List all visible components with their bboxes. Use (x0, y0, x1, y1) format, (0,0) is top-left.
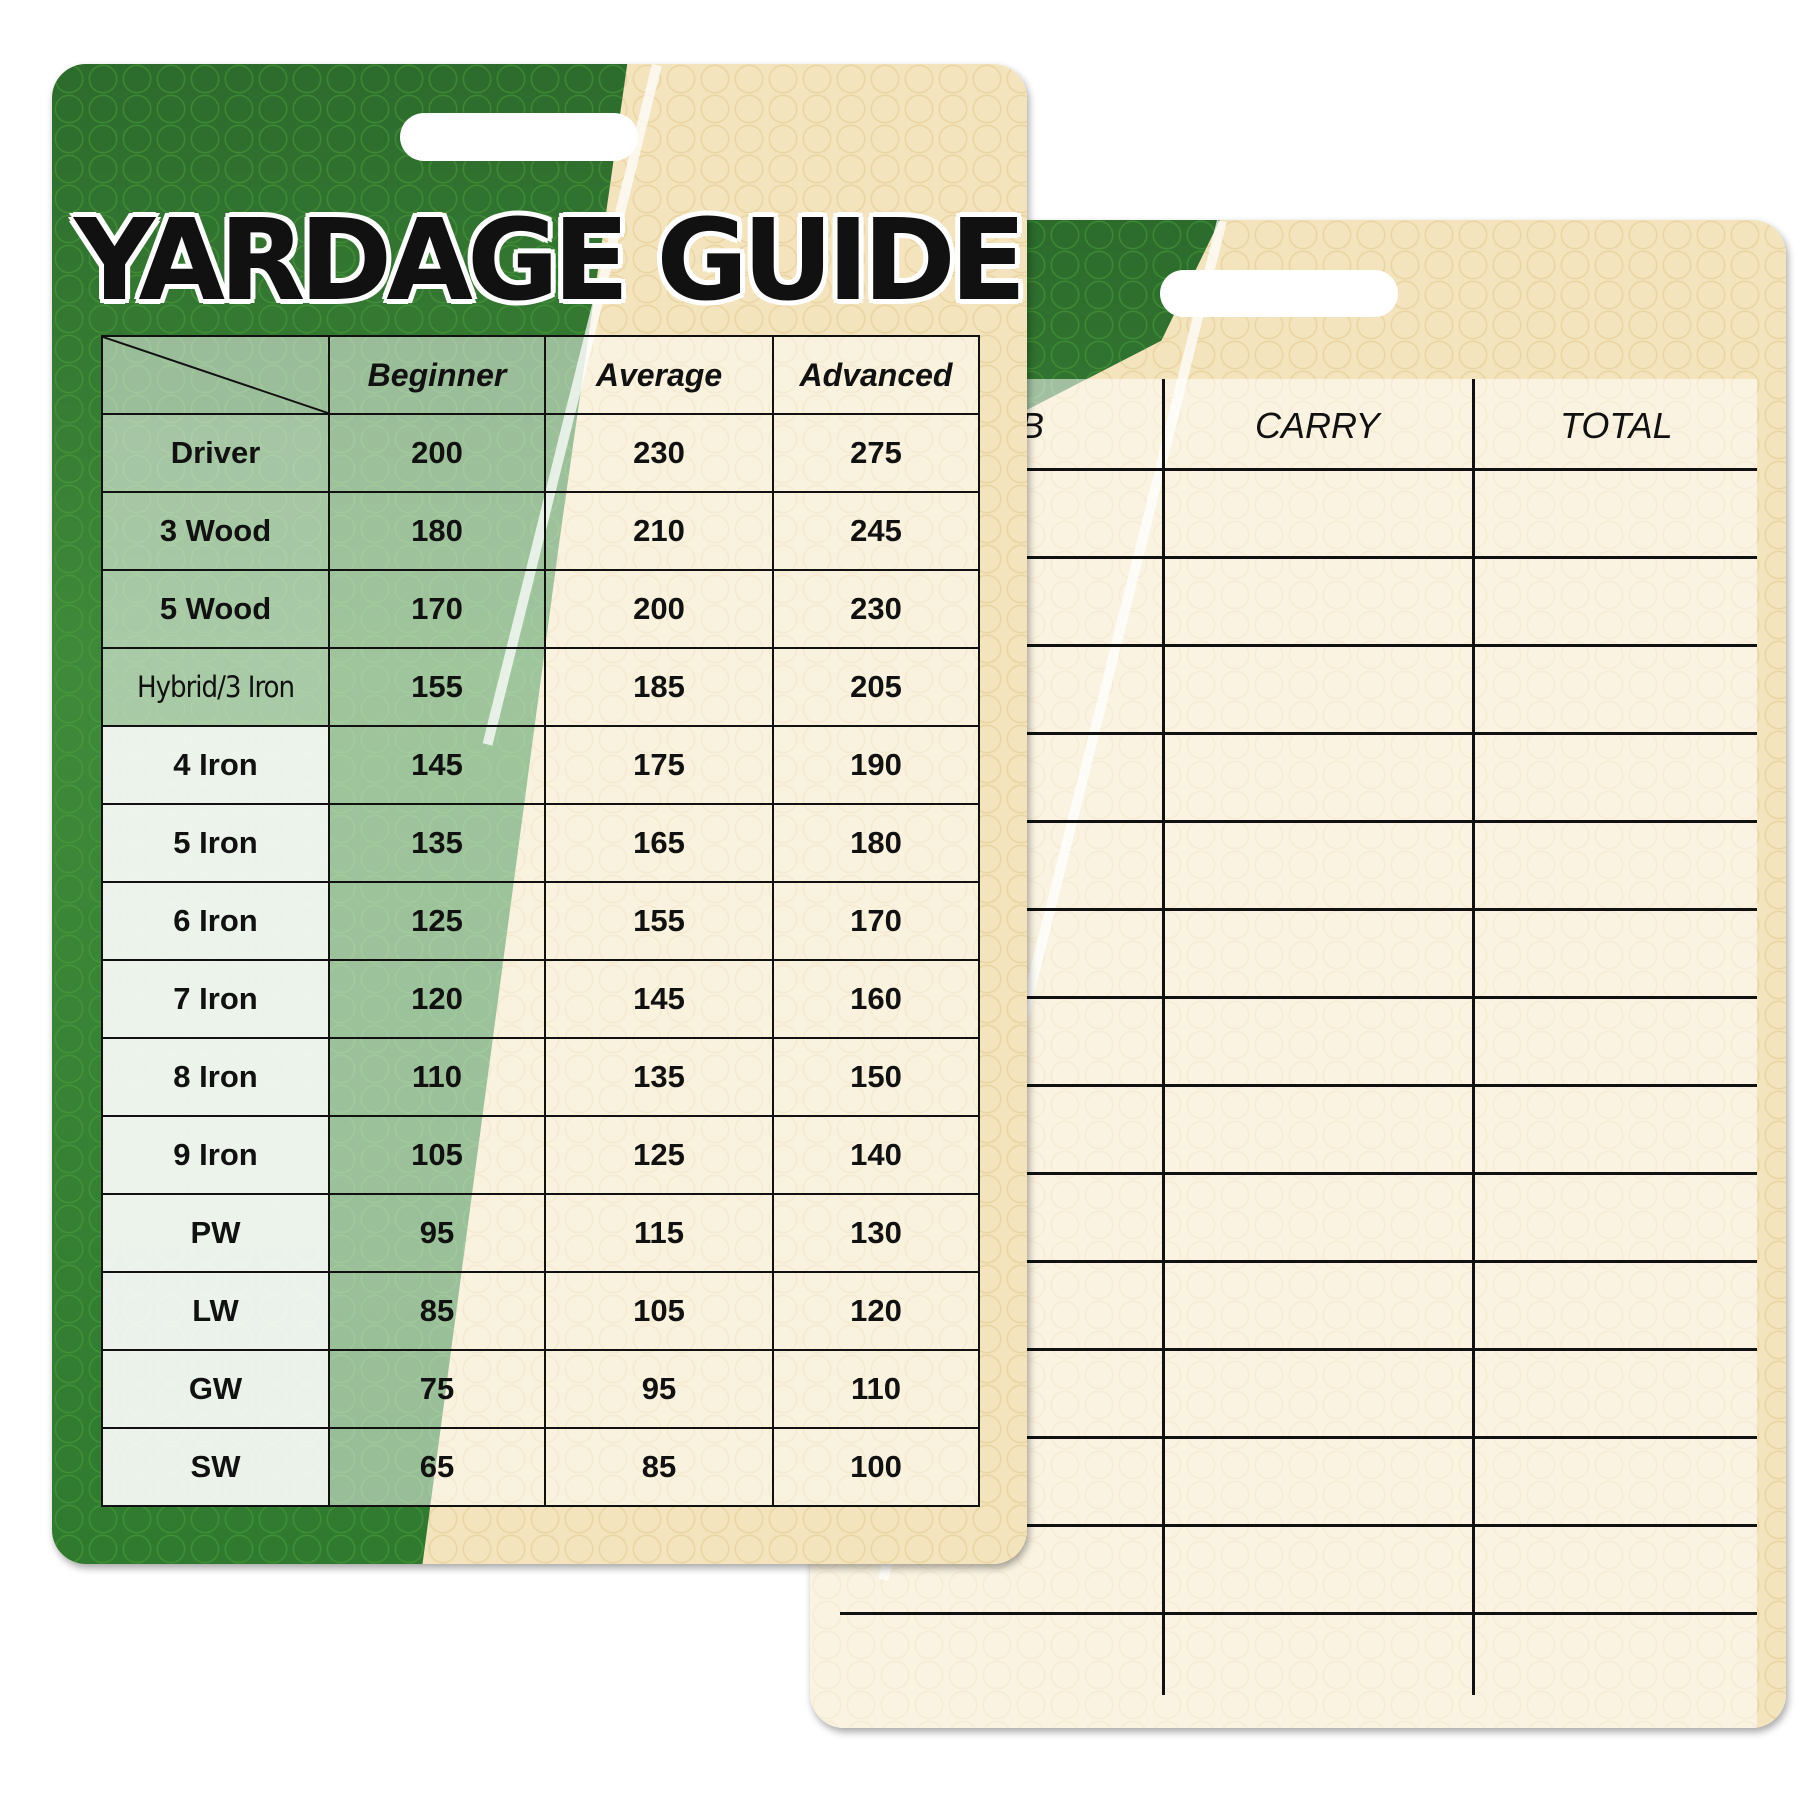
lanyard-slot (400, 113, 638, 161)
advanced-cell: 230 (772, 569, 980, 649)
table-row: GW 75 95 110 (101, 1349, 980, 1429)
club-cell: 3 Wood (101, 491, 330, 571)
club-cell: 9 Iron (101, 1115, 330, 1195)
beginner-cell: 200 (328, 413, 546, 493)
row-line (840, 820, 1757, 823)
table-row: LW 85 105 120 (101, 1271, 980, 1351)
header-average: Average (544, 335, 774, 415)
table-row: 6 Iron 125 155 170 (101, 881, 980, 961)
table-row: 3 Wood 180 210 245 (101, 491, 980, 571)
table-row: Hybrid/3 Iron 155 185 205 (101, 647, 980, 727)
lanyard-slot (1160, 270, 1398, 317)
row-line (840, 468, 1757, 471)
average-cell: 145 (544, 959, 774, 1039)
club-cell: 7 Iron (101, 959, 330, 1039)
club-cell: SW (101, 1427, 330, 1507)
average-cell: 200 (544, 569, 774, 649)
table-row: 9 Iron 105 125 140 (101, 1115, 980, 1195)
club-cell: 5 Wood (101, 569, 330, 649)
beginner-cell: 135 (328, 803, 546, 883)
club-cell: Hybrid/3 Iron (101, 647, 330, 727)
club-cell: PW (101, 1193, 330, 1273)
advanced-cell: 190 (772, 725, 980, 805)
row-line (840, 1612, 1757, 1615)
average-cell: 135 (544, 1037, 774, 1117)
average-cell: 165 (544, 803, 774, 883)
beginner-cell: 125 (328, 881, 546, 961)
beginner-cell: 75 (328, 1349, 546, 1429)
advanced-cell: 205 (772, 647, 980, 727)
row-line (840, 1084, 1757, 1087)
table-header-row: Beginner Average Advanced (101, 335, 980, 415)
card-title: YARDAGE GUIDE (74, 196, 1026, 326)
row-line (840, 556, 1757, 559)
club-cell: 4 Iron (101, 725, 330, 805)
header-total: TOTAL (1560, 405, 1673, 446)
average-cell: 210 (544, 491, 774, 571)
row-line (840, 644, 1757, 647)
advanced-cell: 160 (772, 959, 980, 1039)
header-carry: CARRY (1255, 405, 1380, 446)
table-row: 8 Iron 110 135 150 (101, 1037, 980, 1117)
average-cell: 230 (544, 413, 774, 493)
club-cell: 5 Iron (101, 803, 330, 883)
advanced-cell: 150 (772, 1037, 980, 1117)
row-line (840, 1348, 1757, 1351)
beginner-cell: 110 (328, 1037, 546, 1117)
table-row: 4 Iron 145 175 190 (101, 725, 980, 805)
beginner-cell: 180 (328, 491, 546, 571)
club-cell: Driver (101, 413, 330, 493)
beginner-cell: 85 (328, 1271, 546, 1351)
beginner-cell: 95 (328, 1193, 546, 1273)
average-cell: 125 (544, 1115, 774, 1195)
row-line (840, 732, 1757, 735)
club-cell: 8 Iron (101, 1037, 330, 1117)
row-line (840, 1524, 1757, 1527)
header-beginner: Beginner (328, 335, 546, 415)
average-cell: 155 (544, 881, 774, 961)
average-cell: 115 (544, 1193, 774, 1273)
beginner-cell: 105 (328, 1115, 546, 1195)
header-advanced: Advanced (772, 335, 980, 415)
average-cell: 185 (544, 647, 774, 727)
row-line (840, 1436, 1757, 1439)
column-divider (1162, 379, 1165, 1695)
beginner-cell: 145 (328, 725, 546, 805)
club-cell: LW (101, 1271, 330, 1351)
row-line (840, 996, 1757, 999)
table-row: Driver 200 230 275 (101, 413, 980, 493)
corner-cell (101, 335, 330, 415)
table-row: 5 Wood 170 200 230 (101, 569, 980, 649)
advanced-cell: 130 (772, 1193, 980, 1273)
beginner-cell: 170 (328, 569, 546, 649)
column-divider (1472, 379, 1475, 1695)
advanced-cell: 245 (772, 491, 980, 571)
beginner-cell: 120 (328, 959, 546, 1039)
front-card: YARDAGE GUIDE Beginner Average Advanced … (52, 64, 1027, 1564)
advanced-cell: 170 (772, 881, 980, 961)
yardage-table: Beginner Average Advanced Driver 200 230 27… (101, 335, 980, 1507)
row-line (840, 1260, 1757, 1263)
table-row: PW 95 115 130 (101, 1193, 980, 1273)
beginner-cell: 65 (328, 1427, 546, 1507)
table-row: 7 Iron 120 145 160 (101, 959, 980, 1039)
row-line (840, 1172, 1757, 1175)
average-cell: 175 (544, 725, 774, 805)
advanced-cell: 120 (772, 1271, 980, 1351)
table-row: 5 Iron 135 165 180 (101, 803, 980, 883)
advanced-cell: 110 (772, 1349, 980, 1429)
table-row: SW 65 85 100 (101, 1427, 980, 1507)
advanced-cell: 275 (772, 413, 980, 493)
row-line (840, 908, 1757, 911)
beginner-cell: 155 (328, 647, 546, 727)
advanced-cell: 180 (772, 803, 980, 883)
average-cell: 95 (544, 1349, 774, 1429)
average-cell: 105 (544, 1271, 774, 1351)
club-cell: GW (101, 1349, 330, 1429)
advanced-cell: 100 (772, 1427, 980, 1507)
advanced-cell: 140 (772, 1115, 980, 1195)
club-cell: 6 Iron (101, 881, 330, 961)
average-cell: 85 (544, 1427, 774, 1507)
